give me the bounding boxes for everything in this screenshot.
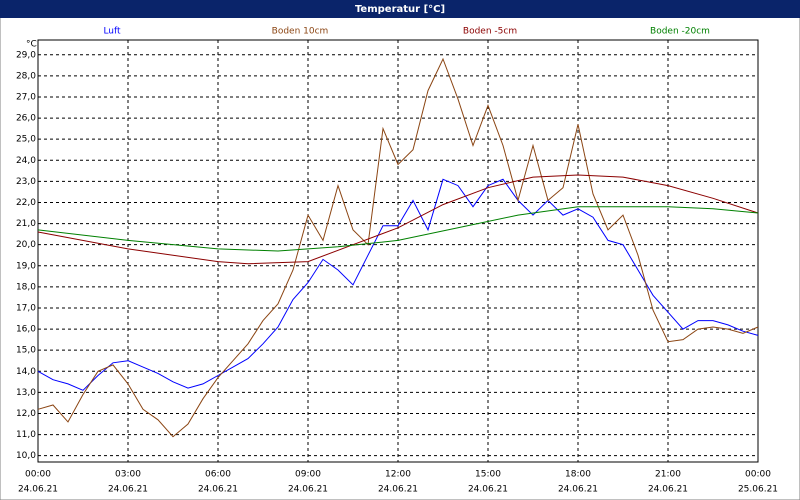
legend-label: Boden 10cm <box>272 27 329 37</box>
x-tick-date: 24.06.21 <box>558 485 598 495</box>
y-tick-label: 25,0 <box>16 135 36 145</box>
x-tick-label: 09:00 <box>295 470 321 480</box>
x-tick-date: 24.06.21 <box>468 485 508 495</box>
y-tick-label: 19,0 <box>16 261 36 271</box>
y-tick-label: 26,0 <box>16 114 36 124</box>
x-tick-label: 15:00 <box>475 470 501 480</box>
y-tick-label: 15,0 <box>16 346 36 356</box>
y-tick-label: 24,0 <box>16 156 36 166</box>
legend-label: Luft <box>103 27 121 37</box>
y-tick-label: 20,0 <box>16 240 36 250</box>
x-tick-date: 24.06.21 <box>18 485 58 495</box>
y-tick-label: 21,0 <box>16 219 36 229</box>
x-tick-label: 06:00 <box>205 470 231 480</box>
y-tick-label: 23,0 <box>16 177 36 187</box>
y-tick-label: 17,0 <box>16 303 36 313</box>
legend-label: Boden -5cm <box>463 27 517 37</box>
y-tick-label: 13,0 <box>16 388 36 398</box>
y-tick-label: 10,0 <box>16 451 36 461</box>
data-line <box>37 57 759 438</box>
y-tick-label: 28,0 <box>16 71 36 81</box>
x-tick-date: 24.06.21 <box>648 485 688 495</box>
x-tick-label: 21:00 <box>655 470 681 480</box>
title-bar <box>0 0 800 18</box>
y-tick-label: 11,0 <box>16 430 36 440</box>
y-tick-label: 12,0 <box>16 409 36 419</box>
data-line <box>37 174 759 265</box>
x-tick-label: 12:00 <box>385 470 411 480</box>
x-tick-date: 24.06.21 <box>378 485 418 495</box>
y-tick-label: 27,0 <box>16 92 36 102</box>
data-line <box>37 178 759 391</box>
legend-label: Boden -20cm <box>650 27 710 37</box>
x-tick-date: 24.06.21 <box>108 485 148 495</box>
x-tick-label: 03:00 <box>115 470 141 480</box>
y-tick-label: 18,0 <box>16 282 36 292</box>
x-tick-date: 25.06.21 <box>738 485 778 495</box>
y-tick-label: 14,0 <box>16 367 36 377</box>
y-tick-label: 22,0 <box>16 198 36 208</box>
x-tick-label: 00:00 <box>25 470 51 480</box>
x-tick-label: 00:00 <box>745 470 771 480</box>
chart-title: Temperatur [°C] <box>355 4 445 15</box>
x-tick-date: 24.06.21 <box>198 485 238 495</box>
x-tick-date: 24.06.21 <box>288 485 328 495</box>
x-tick-label: 18:00 <box>565 470 591 480</box>
y-tick-label: 29,0 <box>16 50 36 60</box>
y-tick-label: 16,0 <box>16 325 36 335</box>
y-unit: °C <box>26 40 37 50</box>
data-line <box>37 206 759 252</box>
